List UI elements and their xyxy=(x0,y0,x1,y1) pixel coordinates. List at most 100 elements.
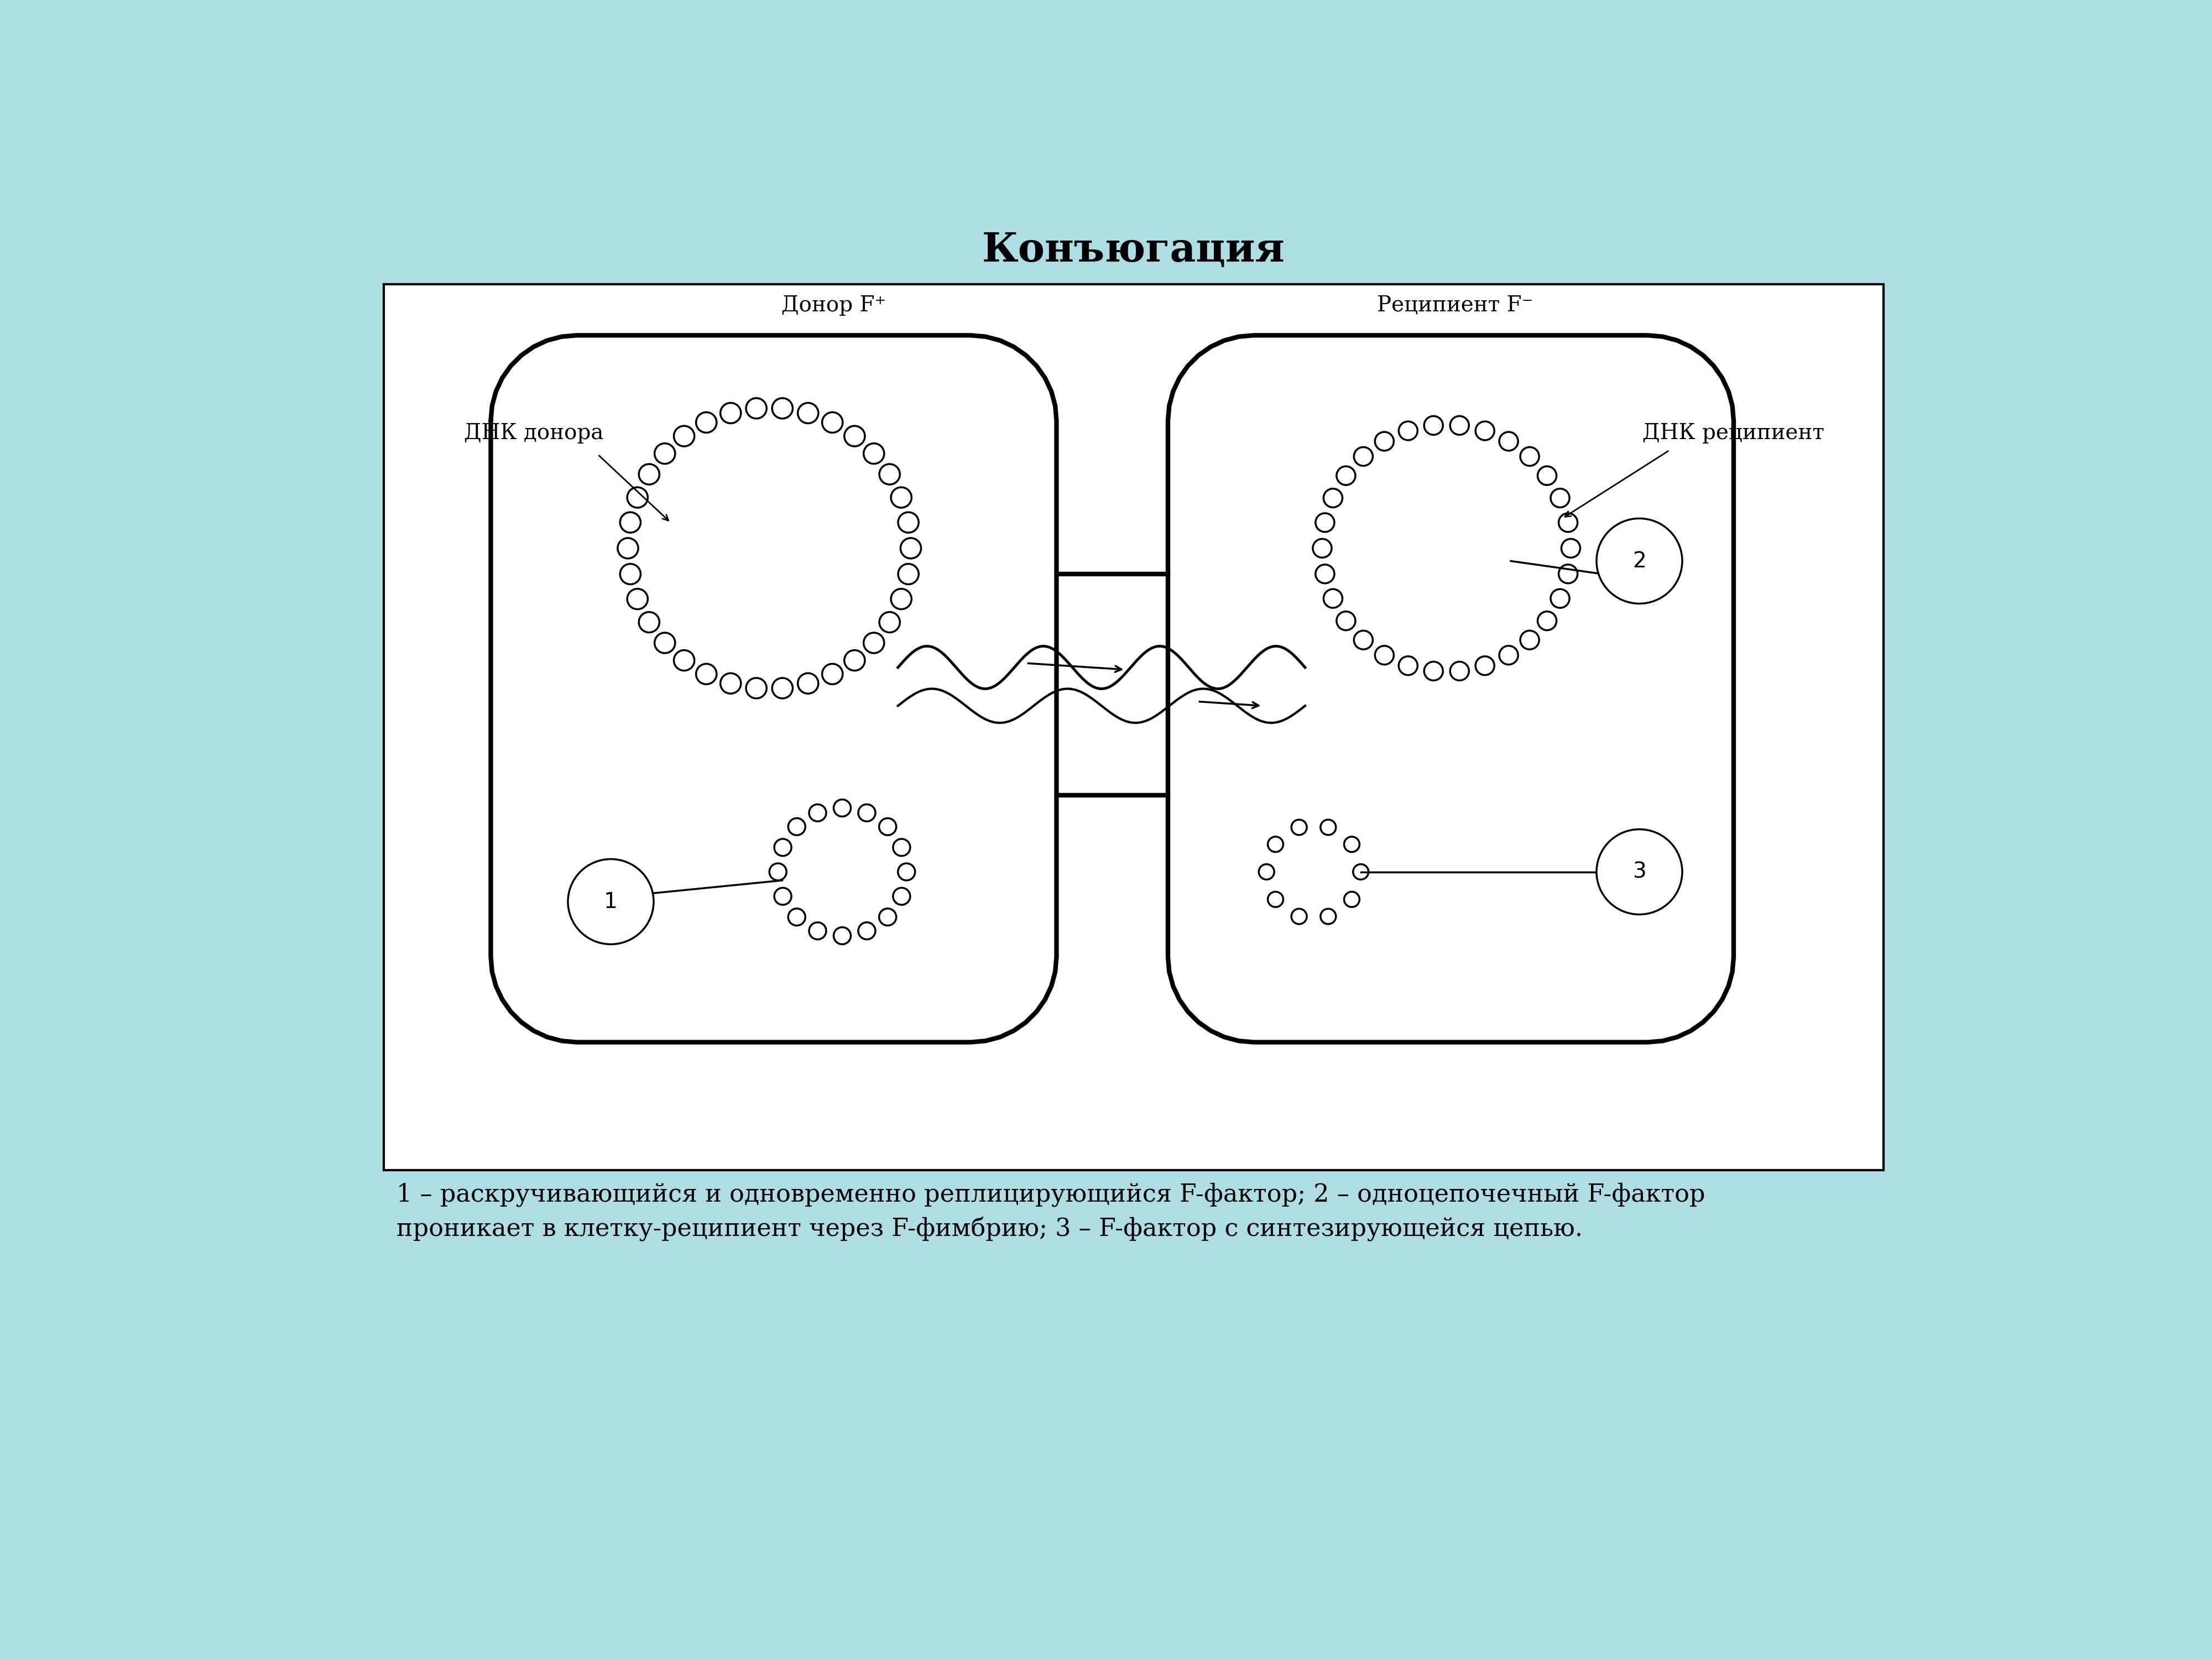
Circle shape xyxy=(1354,448,1374,466)
FancyBboxPatch shape xyxy=(1168,335,1734,1042)
Circle shape xyxy=(894,888,909,904)
Circle shape xyxy=(1451,416,1469,435)
Text: 3: 3 xyxy=(1632,861,1646,883)
Circle shape xyxy=(697,664,717,684)
Circle shape xyxy=(1559,564,1577,584)
Circle shape xyxy=(619,513,641,533)
Circle shape xyxy=(858,922,876,939)
Circle shape xyxy=(1398,657,1418,675)
Circle shape xyxy=(1336,466,1356,484)
Circle shape xyxy=(1551,489,1571,508)
Circle shape xyxy=(1321,909,1336,924)
Text: ДНК реципиент: ДНК реципиент xyxy=(1644,423,1825,443)
Circle shape xyxy=(1475,657,1495,675)
Text: ДНК донора: ДНК донора xyxy=(465,423,604,443)
Circle shape xyxy=(787,818,805,834)
Circle shape xyxy=(898,564,918,584)
Circle shape xyxy=(799,403,818,423)
Circle shape xyxy=(772,398,792,418)
Circle shape xyxy=(1559,513,1577,533)
Circle shape xyxy=(878,909,896,926)
Circle shape xyxy=(810,922,827,939)
FancyBboxPatch shape xyxy=(383,284,1885,1170)
Circle shape xyxy=(1376,645,1394,665)
Circle shape xyxy=(745,398,768,418)
Circle shape xyxy=(834,927,852,944)
Circle shape xyxy=(1537,466,1557,484)
Circle shape xyxy=(655,443,675,465)
Circle shape xyxy=(1354,630,1374,649)
Circle shape xyxy=(1376,431,1394,451)
Circle shape xyxy=(617,538,639,559)
Circle shape xyxy=(628,589,648,609)
Circle shape xyxy=(900,538,920,559)
Text: 2: 2 xyxy=(1632,551,1646,571)
Circle shape xyxy=(1551,589,1571,607)
Circle shape xyxy=(1475,421,1495,440)
Circle shape xyxy=(1292,820,1307,834)
Text: Донор F⁺: Донор F⁺ xyxy=(781,295,887,315)
Circle shape xyxy=(1597,830,1683,914)
Circle shape xyxy=(858,805,876,821)
Circle shape xyxy=(823,664,843,684)
Circle shape xyxy=(774,888,792,904)
Circle shape xyxy=(845,650,865,670)
Circle shape xyxy=(834,800,852,816)
Circle shape xyxy=(787,909,805,926)
Circle shape xyxy=(1323,589,1343,607)
Circle shape xyxy=(891,488,911,508)
Circle shape xyxy=(1323,489,1343,508)
Circle shape xyxy=(772,679,792,698)
Bar xyxy=(1057,574,1168,795)
Circle shape xyxy=(878,818,896,834)
Circle shape xyxy=(619,564,641,584)
Circle shape xyxy=(894,839,909,856)
Circle shape xyxy=(880,465,900,484)
Circle shape xyxy=(697,411,717,433)
Circle shape xyxy=(799,674,818,693)
Circle shape xyxy=(745,679,768,698)
Circle shape xyxy=(823,411,843,433)
Text: 1 – раскручивающийся и одновременно реплицирующийся F-фактор; 2 – одноцепочечный: 1 – раскручивающийся и одновременно репл… xyxy=(396,1183,1705,1241)
Circle shape xyxy=(1267,893,1283,907)
Circle shape xyxy=(721,674,741,693)
Circle shape xyxy=(639,465,659,484)
Circle shape xyxy=(628,488,648,508)
Circle shape xyxy=(1336,612,1356,630)
Circle shape xyxy=(1500,431,1517,451)
Circle shape xyxy=(1292,909,1307,924)
Circle shape xyxy=(721,403,741,423)
FancyBboxPatch shape xyxy=(491,335,1057,1042)
Circle shape xyxy=(863,632,885,654)
Circle shape xyxy=(1345,836,1360,853)
Circle shape xyxy=(655,632,675,654)
Circle shape xyxy=(845,426,865,446)
Circle shape xyxy=(880,612,900,632)
Circle shape xyxy=(1316,564,1334,584)
Circle shape xyxy=(863,443,885,465)
Circle shape xyxy=(1520,448,1540,466)
Circle shape xyxy=(639,612,659,632)
Circle shape xyxy=(810,805,827,821)
Circle shape xyxy=(1537,612,1557,630)
Circle shape xyxy=(898,513,918,533)
Circle shape xyxy=(1321,820,1336,834)
Circle shape xyxy=(1500,645,1517,665)
Circle shape xyxy=(1425,662,1442,680)
Text: Конъюгация: Конъюгация xyxy=(982,231,1285,270)
Circle shape xyxy=(1259,864,1274,879)
Circle shape xyxy=(1267,836,1283,853)
Circle shape xyxy=(675,650,695,670)
Circle shape xyxy=(774,839,792,856)
Circle shape xyxy=(1312,539,1332,557)
Circle shape xyxy=(1316,513,1334,533)
Circle shape xyxy=(1520,630,1540,649)
Circle shape xyxy=(1451,662,1469,680)
Circle shape xyxy=(1562,539,1579,557)
Circle shape xyxy=(568,859,655,944)
Circle shape xyxy=(675,426,695,446)
Circle shape xyxy=(770,863,787,881)
Circle shape xyxy=(1425,416,1442,435)
Circle shape xyxy=(898,863,916,881)
Circle shape xyxy=(1345,893,1360,907)
